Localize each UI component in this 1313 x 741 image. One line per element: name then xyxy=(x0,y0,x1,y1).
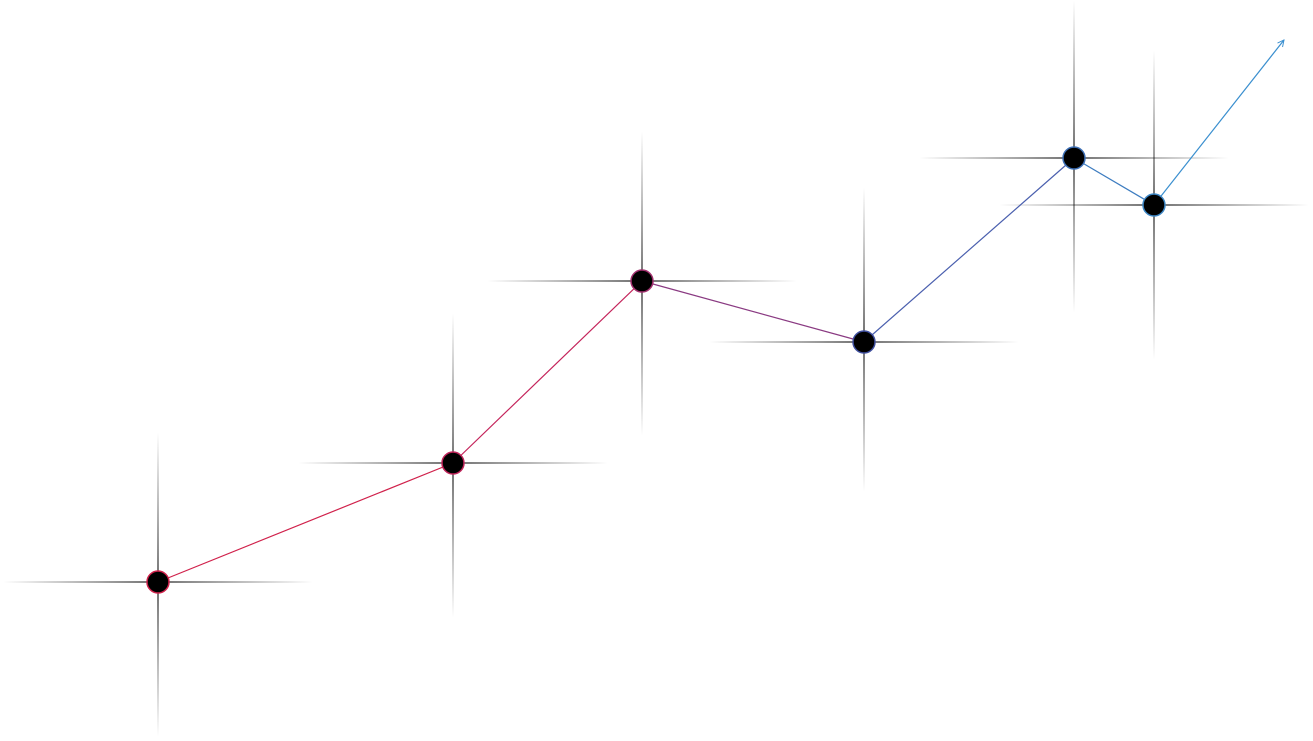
node-point-1 xyxy=(146,570,170,594)
path-segment-4 xyxy=(863,157,1075,343)
arrow-layer xyxy=(1153,40,1284,206)
node-point-6 xyxy=(1142,193,1166,217)
trend-arrow xyxy=(1153,40,1284,206)
node-point-2 xyxy=(441,451,465,475)
node-point-4 xyxy=(852,330,876,354)
node-layer xyxy=(146,146,1166,594)
path-segment-5 xyxy=(1073,157,1155,206)
segment-layer xyxy=(157,157,1155,583)
crosshair-layer xyxy=(3,0,1309,737)
path-segment-2 xyxy=(452,280,643,464)
node-point-3 xyxy=(630,269,654,293)
node-point-5 xyxy=(1062,146,1086,170)
path-segment-1 xyxy=(157,462,454,583)
path-segment-3 xyxy=(641,280,865,343)
